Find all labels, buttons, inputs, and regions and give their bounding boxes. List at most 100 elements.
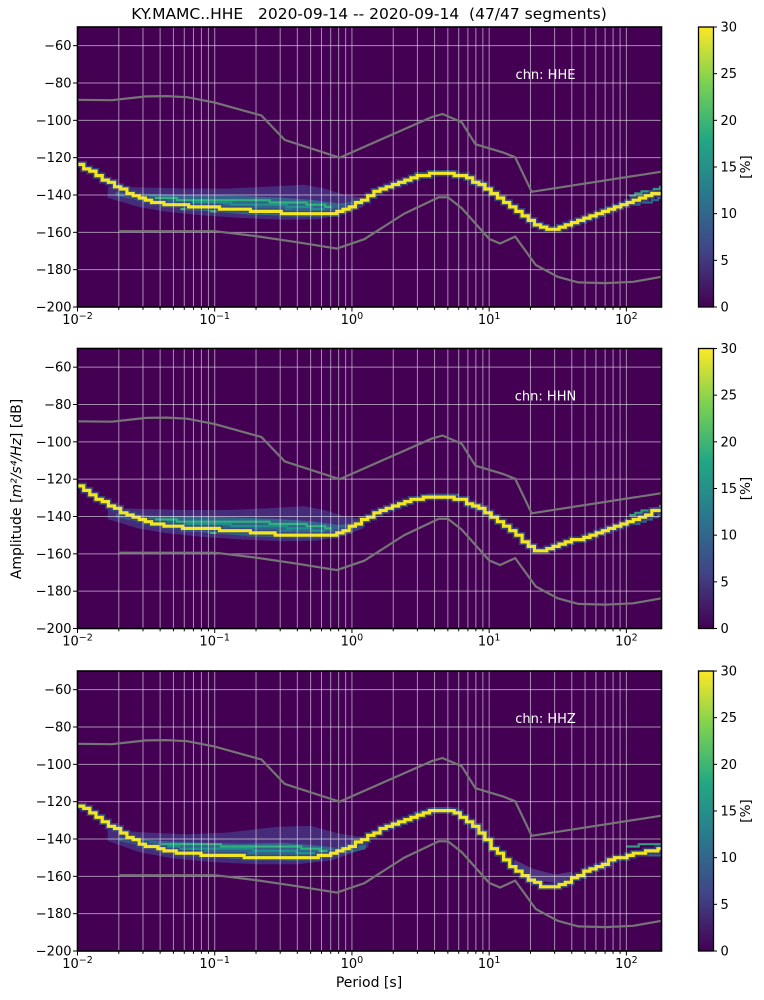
x-tick-label: 102 xyxy=(615,955,638,972)
psd-streak xyxy=(626,843,662,848)
grid xyxy=(77,348,662,629)
nhnm-curve xyxy=(77,416,662,515)
y-tick-label: −100 xyxy=(36,758,72,773)
y-tick-label: −100 xyxy=(36,114,72,129)
channel-annotation: chn: HHN xyxy=(515,390,576,405)
subplot-hhn: chn: HHN−60−80−100−120−140−160−180−20010… xyxy=(36,342,754,650)
colorbar-tick-label: 5 xyxy=(721,575,729,590)
y-tick-label: −60 xyxy=(44,39,71,54)
x-tick-label: 102 xyxy=(615,633,638,650)
ticks xyxy=(73,45,627,312)
y-tick-label: −100 xyxy=(36,435,72,450)
y-tick-label: −180 xyxy=(36,585,72,600)
y-tick-label: −140 xyxy=(36,510,72,525)
y-tick-label: −160 xyxy=(36,226,72,241)
y-tick-label: −140 xyxy=(36,189,72,204)
colorbar-tick-label: 15 xyxy=(721,161,738,176)
colorbar-tick-label: 10 xyxy=(721,851,738,866)
y-tick-label: −180 xyxy=(36,907,72,922)
grid xyxy=(77,27,662,307)
x-tick-label: 101 xyxy=(478,311,501,328)
psd-streak xyxy=(166,845,328,857)
colorbar xyxy=(697,26,715,308)
ticks xyxy=(73,366,627,633)
colorbar-tick-label: 30 xyxy=(721,21,738,36)
colorbar-tick-label: 10 xyxy=(721,207,738,222)
x-tick-label: 10−1 xyxy=(199,955,230,972)
colorbar-tick-label: 20 xyxy=(721,435,738,450)
y-tick-label: −160 xyxy=(36,870,72,885)
colorbar-tick-label: 30 xyxy=(721,342,738,357)
channel-annotation: chn: HHE xyxy=(516,68,576,83)
figure-title: KY.MAMC..HHE 2020-09-14 -- 2020-09-14 (4… xyxy=(131,5,607,23)
colorbar-tick-label: 20 xyxy=(721,758,738,773)
y-tick-label: −140 xyxy=(36,833,72,848)
y-tick-label: −200 xyxy=(36,622,72,637)
x-tick-label: 102 xyxy=(615,311,638,328)
x-tick-label: 101 xyxy=(478,955,501,972)
plot-background xyxy=(77,27,662,307)
colorbar-tick-label: 0 xyxy=(721,945,729,960)
grid xyxy=(77,671,662,951)
colorbar-tick-label: 5 xyxy=(721,898,729,913)
colorbar-tick-label: 10 xyxy=(721,529,738,544)
x-axis-label: Period [s] xyxy=(335,975,403,991)
psd-haze xyxy=(513,859,572,883)
psd-mode-line xyxy=(77,162,662,231)
ticks xyxy=(73,689,627,956)
colorbar xyxy=(697,347,715,630)
y-tick-label: −120 xyxy=(36,151,72,166)
subplot-hhe: chn: HHE−60−80−100−120−140−160−180−20010… xyxy=(36,21,754,329)
colorbar-tick-label: 15 xyxy=(721,805,738,820)
colorbar-tick-label: 30 xyxy=(721,665,738,680)
y-tick-label: −200 xyxy=(36,301,72,316)
y-tick-label: −120 xyxy=(36,795,72,810)
colorbar-tick-label: 0 xyxy=(721,301,729,316)
colorbar-tick-label: 25 xyxy=(721,67,738,82)
nlnm-curve xyxy=(118,517,662,606)
colorbar-label: [%] xyxy=(738,477,754,500)
y-tick-label: −80 xyxy=(44,77,71,92)
axes-spines xyxy=(76,347,663,630)
psd-streak xyxy=(157,522,325,532)
x-tick-label: 10−2 xyxy=(62,311,93,328)
psd-streak xyxy=(146,518,332,530)
x-tick-label: 10−2 xyxy=(62,955,93,972)
subplot-hhz: chn: HHZ−60−80−100−120−140−160−180−20010… xyxy=(36,665,754,973)
colorbar-tick-label: 15 xyxy=(721,482,738,497)
x-tick-label: 100 xyxy=(341,955,364,972)
colorbar-tick-label: 20 xyxy=(721,114,738,129)
colorbar-label: [%] xyxy=(738,799,754,822)
y-tick-label: −80 xyxy=(44,721,71,736)
nhnm-curve xyxy=(77,738,662,838)
y-tick-label: −160 xyxy=(36,547,72,562)
x-tick-label: 101 xyxy=(478,633,501,650)
y-tick-label: −200 xyxy=(36,945,72,960)
psd-mode-line xyxy=(77,484,662,553)
y-tick-label: −60 xyxy=(44,361,71,376)
nhnm-curve xyxy=(77,94,662,194)
axes-spines xyxy=(76,26,663,308)
y-tick-label: −120 xyxy=(36,473,72,488)
plot-background xyxy=(77,671,662,951)
nlnm-curve xyxy=(118,196,662,285)
colorbar-tick-label: 25 xyxy=(721,389,738,404)
psd-streak xyxy=(146,196,332,208)
y-tick-label: −80 xyxy=(44,398,71,413)
x-tick-label: 100 xyxy=(341,633,364,650)
x-tick-label: 10−1 xyxy=(199,311,230,328)
y-tick-label: −180 xyxy=(36,263,72,278)
x-tick-label: 10−1 xyxy=(199,633,230,650)
colorbar-tick-label: 25 xyxy=(721,711,738,726)
psd-streak xyxy=(633,196,662,206)
colorbar-tick-label: 5 xyxy=(721,254,729,269)
channel-annotation: chn: HHZ xyxy=(515,712,576,727)
x-tick-label: 10−2 xyxy=(62,633,93,650)
axes-spines xyxy=(76,670,663,952)
colorbar xyxy=(697,670,715,952)
nlnm-curve xyxy=(118,840,662,929)
colorbar-label: [%] xyxy=(738,155,754,178)
plot-background xyxy=(77,348,662,629)
